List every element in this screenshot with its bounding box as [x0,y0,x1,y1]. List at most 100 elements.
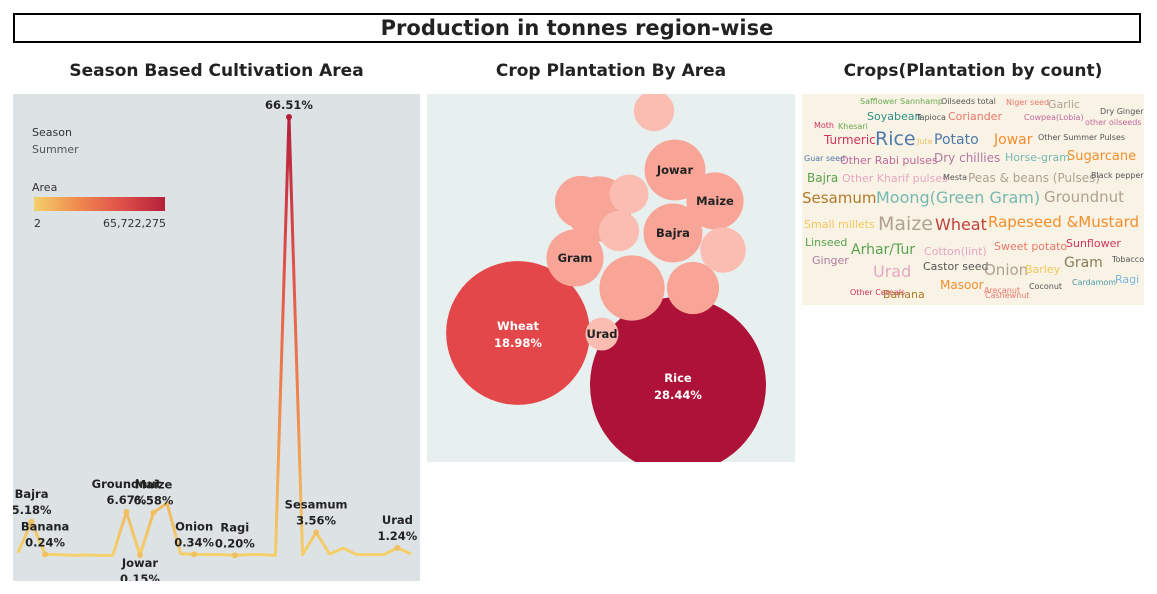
word-cloud-item[interactable]: Cardamom [1072,278,1117,287]
point-sesamum[interactable] [313,529,320,536]
word-cloud-item[interactable]: Coconut [1029,282,1063,291]
word-cloud-item[interactable]: Other Rabi pulses [840,154,938,167]
word-cloud-item[interactable]: Moong(Green Gram) [876,188,1041,207]
bubble[interactable] [700,227,746,273]
word-cloud-item[interactable]: Mesta [943,173,968,182]
word-cloud-item[interactable]: Wheat [935,215,987,234]
word-cloud-item[interactable]: Other Cereals [850,288,906,297]
word-cloud-item[interactable]: Safflower [860,97,898,106]
bubble[interactable] [633,94,675,132]
word-cloud-item[interactable]: Other Kharif pulses [842,172,948,185]
word-cloud-item[interactable]: Linseed [805,236,848,249]
word-cloud-item[interactable]: Sannhamp [900,97,943,106]
word-cloud-item[interactable]: Masoor [940,278,984,292]
word-cloud-item[interactable]: Oilseeds total [941,97,996,106]
word-cloud-item[interactable]: Turmeric [824,133,876,147]
word-cloud-item[interactable]: Castor seed [923,260,989,273]
point-label-name: Banana [21,519,69,533]
word-cloud-item[interactable]: Rapeseed &Mustard [988,213,1140,231]
word-cloud-item[interactable]: Potato [934,132,979,148]
point-groundnut[interactable] [123,508,130,515]
crop-word-cloud[interactable]: Safflower Sannhamp Oilseeds total Niger see… [802,94,1144,305]
word-cloud-item[interactable]: Rice [875,128,916,150]
bubble[interactable] [599,255,665,321]
word-cloud-item[interactable]: Jowar [994,132,1033,148]
word-cloud-item[interactable]: Arhar/Tur [851,242,916,258]
word-cloud-item[interactable]: Banana [883,288,925,301]
point-label-value: 1.24% [377,529,417,543]
word-cloud-item[interactable]: Bajra [807,171,839,185]
word-cloud-item[interactable]: Khesari [838,122,868,131]
crop-bubble-chart[interactable]: Rice 28.44% Wheat 18.98% Jowar Maize Bajra Gram… [427,94,795,462]
word-cloud-item[interactable]: Onion [984,261,1029,279]
word-cloud-item[interactable]: Maize [878,213,933,235]
word-cloud-item[interactable]: Cashewnut [985,291,1030,300]
point-rice[interactable] [286,114,292,120]
word-cloud-item[interactable]: Moth [814,121,835,130]
word-cloud-item[interactable]: Ragi [1115,273,1140,286]
bubble-gram[interactable] [546,229,604,287]
word-cloud-item[interactable]: Soyabean [867,110,922,123]
word-cloud-item[interactable]: Ginger [812,254,849,267]
word-cloud-item[interactable]: Sugarcane [1067,149,1137,164]
point-jowar[interactable] [136,552,143,559]
bubble-label-name: Rice [664,371,692,385]
word-cloud-item[interactable]: Dry chillies [934,151,1001,165]
word-cloud-item[interactable]: Urad [873,262,912,281]
point-label-name: Jowar [121,556,159,570]
line-chart-plot[interactable]: Bajra 5.18% Banana 0.24% Groundnut 6.67% Jowar… [13,94,420,581]
point-ragi[interactable] [231,552,238,559]
word-cloud-item[interactable]: Groundnut [1044,188,1125,206]
point-maize[interactable] [150,509,157,516]
bubble-urad[interactable] [585,317,619,351]
point-label-value: 0.20% [215,536,255,550]
bubble[interactable] [598,210,640,252]
word-cloud-item[interactable]: Sweet potato [994,240,1068,253]
word-cloud-item[interactable]: Cowpea(Lobia) [1024,113,1084,122]
word-cloud-item[interactable]: Coriander [948,110,1002,123]
word-cloud-item[interactable]: Cotton(lint) [924,245,987,258]
word-cloud-item[interactable]: Tapioca [916,113,946,122]
word-cloud-item[interactable]: Black pepper [1091,171,1144,180]
word-cloud-item[interactable]: Jute [917,137,933,146]
point-label-name: Bajra [15,487,49,501]
bubble-maize[interactable] [686,172,744,230]
word-cloud-item[interactable]: Tobacco [1112,255,1145,264]
bubble-wheat[interactable] [446,261,590,405]
bubble-label-value: 28.44% [654,388,702,402]
bubble-label-name: Jowar [656,163,694,177]
bubble-jowar[interactable] [644,139,706,201]
season-filter-label: Season [32,126,72,139]
point-banana[interactable] [42,551,49,558]
word-cloud-item[interactable]: Guar seed [804,154,846,163]
word-cloud-item[interactable]: Small millets [804,218,875,231]
area-series-line[interactable] [16,115,412,557]
point-label-value: 0.24% [25,535,65,549]
word-cloud-item[interactable]: Niger seed [1006,98,1050,107]
word-cloud-item[interactable]: Sunflower [1066,237,1121,250]
word-cloud-item[interactable]: Dry Ginger [1100,107,1144,116]
bubble-bajra[interactable] [643,203,703,263]
word-cloud-item[interactable]: other oilseeds [1085,118,1142,127]
word-cloud-item[interactable]: Sesamum [802,189,877,207]
bubble[interactable] [554,175,608,229]
word-cloud-item[interactable]: Horse-gram [1005,151,1070,164]
season-area-chart[interactable]: Season Summer Area 2 65,722,275 Bajra 5.1… [13,94,420,581]
word-cloud-item[interactable]: Arecanut [984,286,1021,295]
word-cloud-item[interactable]: Peas & beans (Pulses) [968,171,1101,185]
word-cloud-item[interactable]: Other Summer Pulses [1038,133,1125,142]
bubble-rice[interactable] [590,297,766,462]
point-label-value: 5.18% [13,503,52,517]
season-filter-value[interactable]: Summer [32,143,79,156]
bubble[interactable] [666,261,720,315]
point-label-name: Maize [135,478,173,492]
bubble[interactable] [609,174,649,214]
point-bajra[interactable] [28,518,35,525]
bubble-chart-plot[interactable]: Rice 28.44% Wheat 18.98% Jowar Maize Bajra Gram… [427,94,795,462]
word-cloud-item[interactable]: Barley [1025,263,1061,276]
word-cloud-item[interactable]: Gram [1064,255,1103,271]
point-urad[interactable] [394,544,401,551]
point-onion[interactable] [191,551,198,558]
word-cloud-item[interactable]: Garlic [1048,98,1080,111]
point-label-value: 0.34% [174,535,214,549]
